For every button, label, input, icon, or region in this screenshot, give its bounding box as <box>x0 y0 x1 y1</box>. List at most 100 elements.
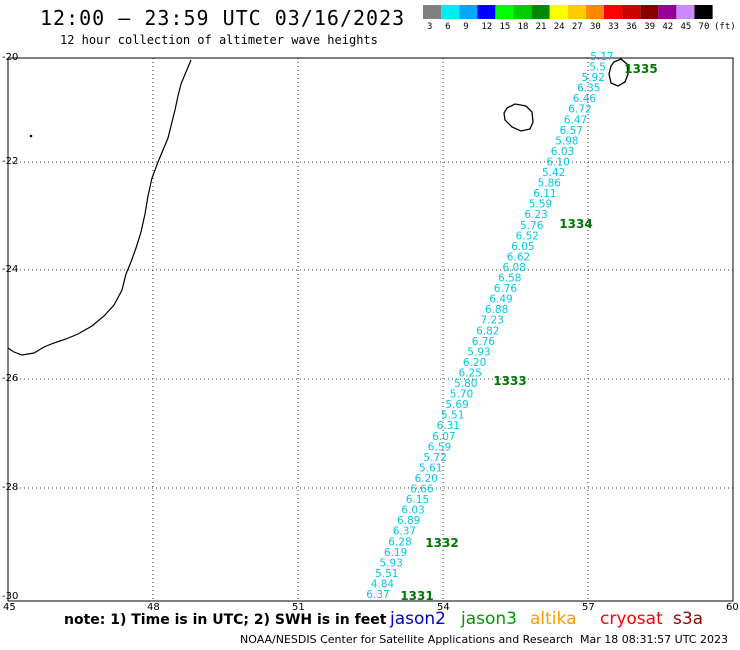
swh-value: 6.57 <box>560 125 583 137</box>
swh-value: 5.5 <box>589 62 606 74</box>
color-swatch <box>549 5 568 19</box>
color-swatch <box>531 5 550 19</box>
swh-value: 5.72 <box>423 452 446 464</box>
reunion-island <box>503 103 534 132</box>
swh-value: 6.20 <box>463 357 486 369</box>
lon-label: 51 <box>292 602 305 613</box>
swh-value: 5.51 <box>375 568 398 580</box>
swh-value: 6.66 <box>410 484 434 496</box>
track-values: 5.175.55.926.356.466.726.476.575.986.036… <box>366 51 613 601</box>
color-swatch <box>640 5 659 19</box>
color-swatch <box>477 5 496 19</box>
lat-label: -22 <box>2 156 19 167</box>
lon-label: 45 <box>3 602 16 613</box>
footer-timestamp: Mar 18 08:31:57 UTC 2023 <box>580 633 728 646</box>
graticule <box>8 58 733 601</box>
lat-label: -24 <box>2 264 19 275</box>
satellite-jason2: jason2 <box>390 609 446 629</box>
footer-credit: NOAA/NESDIS Center for Satellite Applica… <box>240 633 574 646</box>
map-frame <box>7 57 734 602</box>
swh-value: 5.98 <box>555 135 578 147</box>
swh-value: 6.05 <box>511 241 534 253</box>
swh-value: 6.15 <box>406 494 429 506</box>
color-scale-label: 45 <box>680 22 692 32</box>
pass-number: 1335 <box>624 62 657 76</box>
color-swatch <box>676 5 695 19</box>
footer-note: note: 1) Time is in UTC; 2) SWH is in fe… <box>64 612 387 628</box>
europa-island <box>29 134 33 138</box>
swh-value: 5.17 <box>590 51 613 63</box>
color-swatch <box>495 5 514 19</box>
color-swatch <box>423 5 442 19</box>
swh-value: 6.25 <box>459 368 482 380</box>
color-scale-label: 15 <box>499 22 511 32</box>
madagascar-coastline <box>7 59 192 356</box>
satellite-jason3: jason3 <box>461 609 517 629</box>
swh-value: 6.35 <box>577 83 600 95</box>
swh-value: 5.59 <box>529 199 552 211</box>
swh-value: 4.84 <box>371 579 395 591</box>
swh-value: 6.88 <box>485 304 508 316</box>
swh-value: 6.72 <box>568 104 591 116</box>
swh-value: 6.31 <box>437 420 460 432</box>
swh-value: 5.92 <box>582 72 605 84</box>
swh-value: 6.03 <box>551 146 574 158</box>
lat-label: -20 <box>2 52 19 63</box>
satellite-cryosat: cryosat <box>600 609 663 629</box>
swh-value: 5.93 <box>467 346 490 358</box>
swh-value: 5.61 <box>419 462 442 474</box>
color-scale-label: 3 <box>427 22 433 32</box>
pass-number: 1331 <box>400 589 433 603</box>
color-scale-label: 27 <box>571 22 583 32</box>
swh-value: 6.10 <box>546 157 569 169</box>
swh-value: 5.51 <box>441 410 464 422</box>
lon-label: 48 <box>147 602 160 613</box>
color-scale-label: 21 <box>535 22 547 32</box>
color-scale-label: 33 <box>608 22 619 32</box>
swh-value: 6.59 <box>428 441 451 453</box>
swh-value: 6.76 <box>494 283 518 295</box>
color-scale-boxes <box>423 5 713 19</box>
color-scale-label: 18 <box>517 22 529 32</box>
swh-value: 6.07 <box>432 431 455 443</box>
satellite-altika: altika <box>530 609 577 629</box>
mauritius-island <box>608 58 629 87</box>
swh-value: 6.03 <box>401 505 424 517</box>
color-swatch <box>567 5 586 19</box>
lon-label: 57 <box>582 602 595 613</box>
lat-label: -30 <box>2 591 19 602</box>
lon-label: 54 <box>437 602 450 613</box>
pass-number: 1333 <box>493 374 526 388</box>
lon-label: 60 <box>726 602 739 613</box>
color-swatch <box>459 5 478 19</box>
color-scale-label: 9 <box>463 22 469 32</box>
pass-number: 1332 <box>425 536 458 550</box>
color-scale-label: 36 <box>626 22 637 32</box>
color-scale-label: 42 <box>662 22 674 32</box>
swh-value: 6.23 <box>524 209 547 221</box>
pass-labels: 1335 1334 1333 1332 1331 <box>400 62 657 603</box>
color-scale-label: 70 <box>698 22 710 32</box>
swh-value: 6.08 <box>503 262 526 274</box>
swh-value: 5.93 <box>380 557 403 569</box>
swh-value: 5.80 <box>454 378 477 390</box>
page-title: 12:00 — 23:59 UTC 03/16/2023 <box>40 6 406 30</box>
swh-value: 5.70 <box>450 389 473 401</box>
color-swatch <box>694 5 713 19</box>
lat-label: -28 <box>2 482 19 493</box>
color-scale-label: 6 <box>445 22 451 32</box>
swh-value: 6.19 <box>384 547 407 559</box>
swh-value: 6.28 <box>388 536 411 548</box>
pass-number: 1334 <box>559 217 592 231</box>
swh-value: 6.37 <box>393 526 416 538</box>
color-swatch <box>604 5 623 19</box>
color-scale-label: 12 <box>481 22 493 32</box>
swh-value: 6.76 <box>472 336 496 348</box>
swh-value: 6.52 <box>516 230 539 242</box>
color-swatch <box>585 5 604 19</box>
swh-value: 5.86 <box>538 178 562 190</box>
swh-value: 6.89 <box>397 515 420 527</box>
swh-value: 6.46 <box>573 93 597 105</box>
swh-value: 6.82 <box>476 325 499 337</box>
color-scale-label: 24 <box>553 22 565 32</box>
